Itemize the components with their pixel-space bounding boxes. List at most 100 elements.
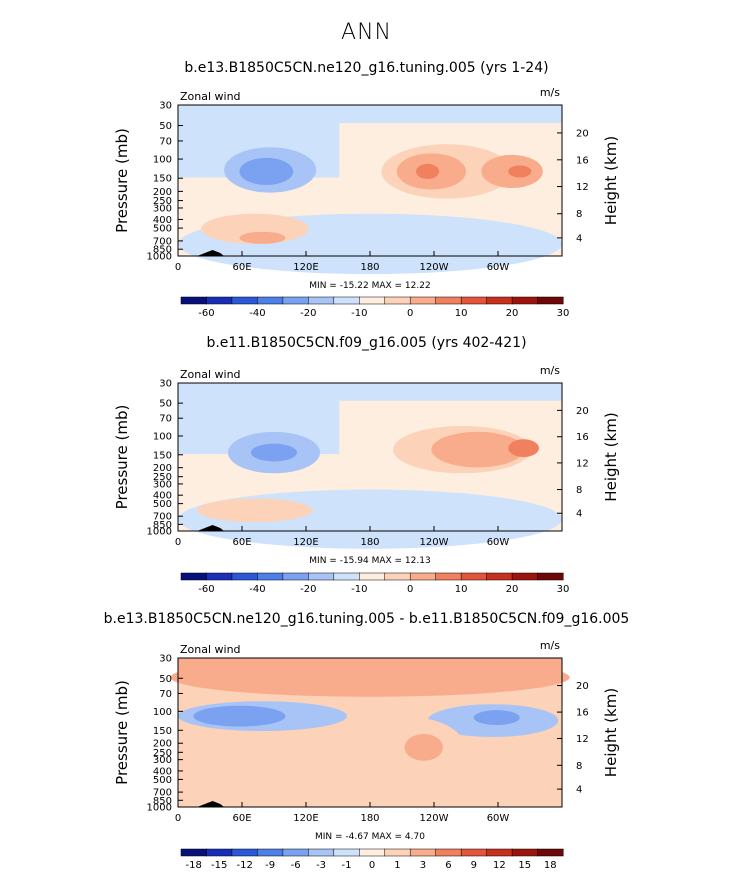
colorbar-swatch — [409, 848, 437, 857]
colorbar-swatch — [206, 572, 233, 581]
colorbar-swatch — [384, 296, 411, 305]
panel-1: 0 60E 120E 180 120W 60W3050701001502002503004… — [113, 86, 620, 319]
units-label: m/s — [540, 86, 560, 99]
colorbar-swatch — [257, 848, 284, 857]
colorbar-label: 0 — [369, 860, 375, 871]
colorbar-swatch — [359, 296, 386, 305]
colorbar-swatch — [333, 296, 360, 305]
colorbar-swatch — [308, 848, 335, 857]
topography — [197, 525, 225, 531]
colorbar-label: 18 — [544, 860, 557, 871]
colorbar-label: 10 — [455, 308, 468, 319]
colorbar-label: 20 — [506, 308, 519, 319]
colorbar-label: 10 — [455, 584, 468, 595]
height-tick-label: 20 — [576, 406, 589, 417]
y-tick-label: 1000 — [147, 252, 172, 263]
y-tick-label: 250 — [153, 748, 172, 759]
y-tick-label: 100 — [153, 155, 172, 166]
colorbar-swatch — [180, 296, 208, 305]
y-tick-label: 30 — [159, 654, 172, 665]
y-tick-label: 700 — [153, 236, 172, 247]
colorbar-swatch — [308, 572, 335, 581]
colorbar-label: -18 — [186, 860, 202, 871]
colorbar-swatch — [206, 848, 233, 857]
height-tick-label: 8 — [576, 485, 582, 496]
y-tick-label: 1000 — [147, 527, 172, 538]
colorbar-swatch — [537, 848, 564, 857]
y-tick-label: 400 — [153, 491, 172, 502]
colorbar-label: 6 — [445, 860, 451, 871]
variable-label: Zonal wind — [180, 90, 241, 103]
x-tick-label: 180 — [360, 537, 379, 548]
panel-3-title: b.e13.B1850C5CN.ne120_g16.tuning.005 - b… — [103, 611, 630, 627]
y-tick-label: 300 — [153, 479, 172, 490]
colorbar-swatch — [460, 848, 488, 857]
colorbar-swatch — [435, 296, 462, 305]
colorbar-swatch — [486, 572, 513, 581]
colorbar-label: 3 — [420, 860, 426, 871]
colorbar-label: -60 — [198, 584, 214, 595]
contour-region — [193, 705, 286, 727]
height-tick-label: 4 — [576, 233, 582, 244]
colorbar-swatch — [206, 296, 233, 305]
height-tick-label: 12 — [576, 182, 589, 193]
colorbar-label: 15 — [518, 860, 531, 871]
colorbar-swatch — [180, 572, 208, 581]
y-tick-label: 200 — [153, 187, 172, 198]
height-tick-label: 20 — [576, 128, 589, 139]
units-label: m/s — [540, 364, 560, 377]
y-tick-label: 30 — [159, 379, 172, 390]
y-tick-label: 700 — [153, 788, 172, 799]
colorbar-label: 0 — [407, 308, 413, 319]
contour-region — [243, 756, 382, 799]
colorbar-swatch — [384, 848, 411, 857]
variable-label: Zonal wind — [180, 643, 241, 656]
height-tick-label: 16 — [576, 432, 589, 443]
y-tick-label: 50 — [159, 121, 172, 132]
colorbar-swatch — [486, 848, 513, 857]
colorbar-swatch — [257, 296, 284, 305]
y-tick-label: 70 — [159, 136, 172, 147]
y-tick-label: 200 — [153, 463, 172, 474]
contour-region — [404, 733, 443, 761]
x-tick-label: 60E — [232, 813, 251, 824]
x-tick-label: 60W — [487, 262, 510, 273]
y-axis-title: Pressure (mb) — [113, 405, 131, 510]
height-tick-label: 8 — [576, 761, 582, 772]
colorbar-label: -10 — [351, 308, 367, 319]
colorbar-label: -20 — [300, 584, 316, 595]
y-axis-title: Pressure (mb) — [113, 128, 131, 233]
x-tick-label: 120W — [420, 813, 449, 824]
topography — [197, 801, 225, 807]
y-tick-label: 400 — [153, 766, 172, 777]
contour-region — [239, 231, 286, 244]
colorbar-swatch — [257, 572, 284, 581]
topography — [197, 250, 225, 256]
colorbar-swatch — [180, 848, 208, 857]
y-tick-label: 250 — [153, 472, 172, 483]
units-label: m/s — [540, 639, 560, 652]
y-tick-label: 850 — [153, 520, 172, 531]
contour-region — [508, 439, 539, 457]
figure-title: ANN — [341, 20, 392, 45]
colorbar-swatch — [231, 848, 258, 857]
colorbar-swatch — [435, 572, 462, 581]
colorbar-swatch — [409, 572, 437, 581]
x-tick-label: 120E — [293, 537, 318, 548]
colorbar-swatch — [359, 572, 386, 581]
y-tick-label: 1000 — [147, 803, 172, 814]
y-tick-label: 100 — [153, 707, 172, 718]
height-axis-title: Height (km) — [602, 136, 620, 225]
contour-region — [416, 163, 440, 179]
colorbar-swatch — [537, 572, 564, 581]
x-tick-label: 60W — [487, 813, 510, 824]
height-axis-title: Height (km) — [602, 688, 620, 777]
min-max-label: MIN = -15.22 MAX = 12.22 — [309, 281, 430, 291]
contour-region — [239, 157, 294, 186]
colorbar-label: -3 — [316, 860, 326, 871]
y-tick-label: 50 — [159, 674, 172, 685]
y-tick-label: 500 — [153, 775, 172, 786]
panel-3: 0 60E 120E 180 120W 60W3050701001502002503004… — [113, 639, 620, 871]
x-tick-label: 120W — [420, 537, 449, 548]
